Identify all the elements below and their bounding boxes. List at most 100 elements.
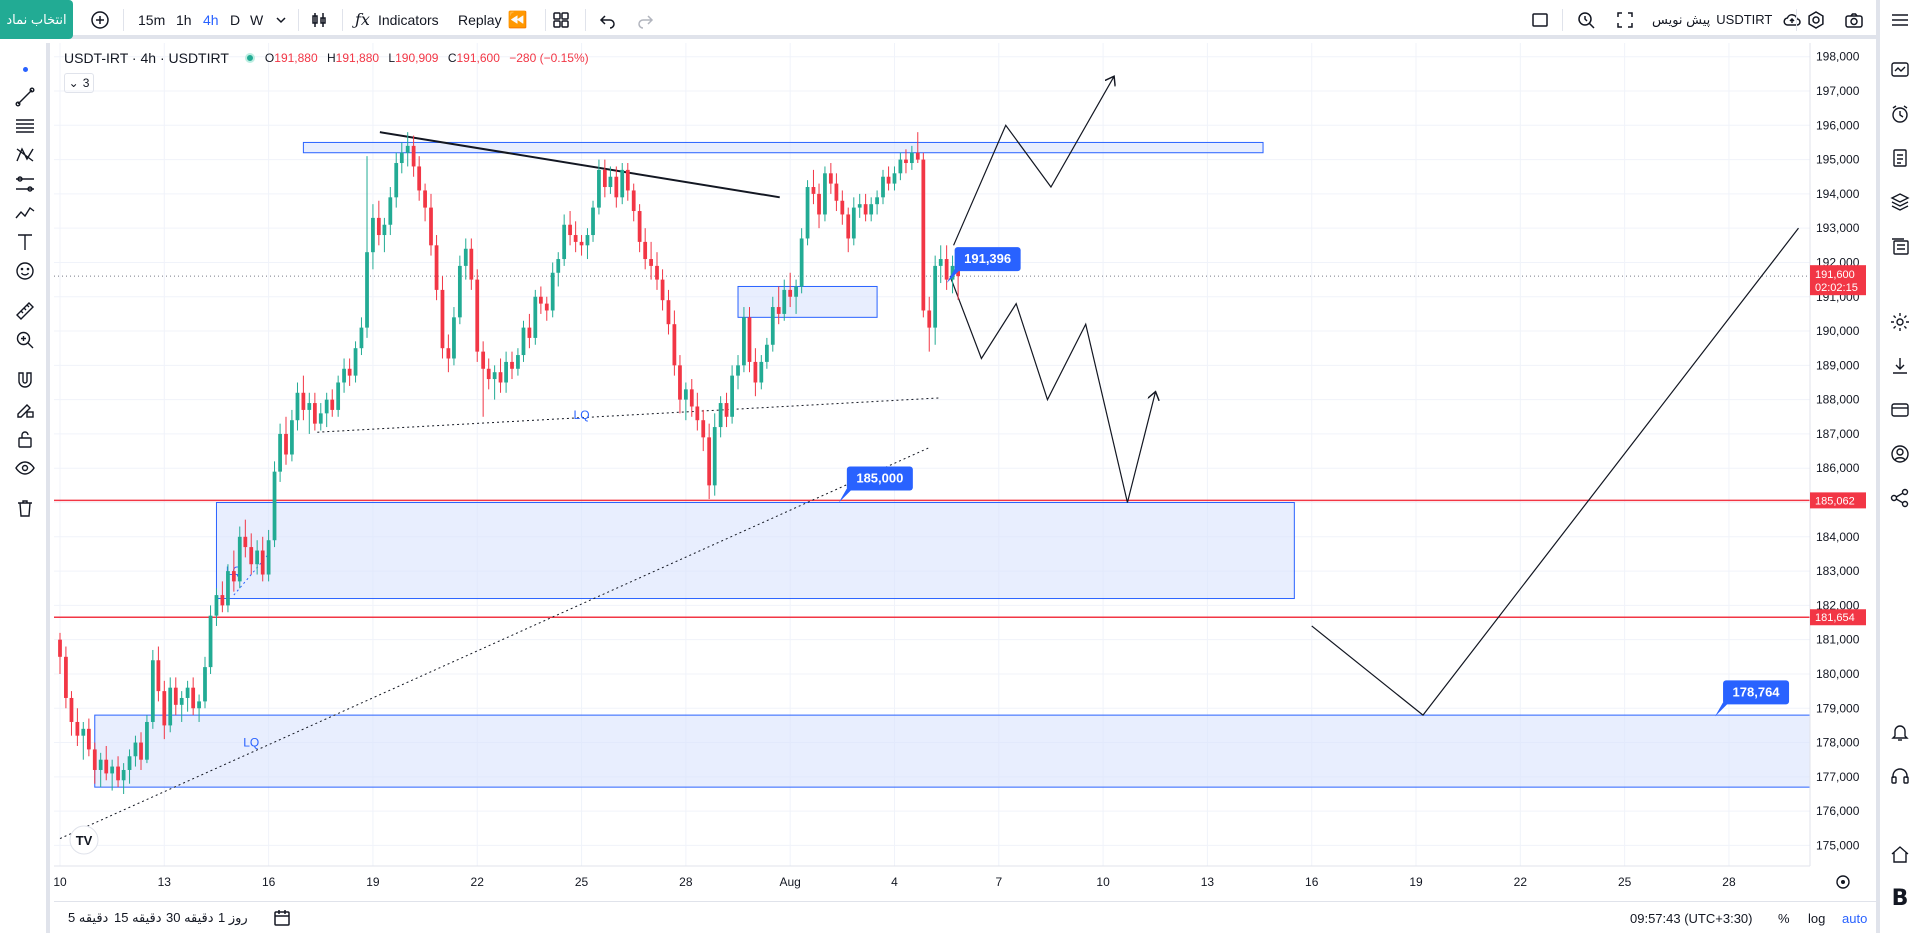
symbol-search-button[interactable]: انتخاب نماد: [0, 0, 73, 39]
candle: [678, 355, 682, 414]
drawing-mode-tool[interactable]: [13, 397, 37, 421]
candle-body: [359, 327, 364, 349]
candle-body: [851, 207, 856, 239]
publish-label: پیش نویس: [1652, 11, 1711, 27]
support-button[interactable]: [1888, 764, 1912, 788]
hide-drawings-tool[interactable]: [13, 456, 37, 480]
range-30m[interactable]: 30 دقیقه: [166, 910, 214, 925]
candle: [127, 749, 132, 784]
candle: [191, 677, 196, 716]
alerts-button[interactable]: [1888, 102, 1912, 126]
timeframe-15m[interactable]: 15m: [138, 11, 166, 28]
download-icon: [1893, 358, 1907, 374]
tradingview-logo[interactable]: TV: [69, 825, 99, 855]
candle: [405, 132, 410, 167]
calendar-button[interactable]: [1888, 234, 1912, 258]
projection-far-path: [1311, 227, 1799, 716]
replay-button[interactable]: Replay ⏪: [458, 0, 528, 39]
indicators-button[interactable]: ƒx Indicators: [355, 0, 439, 39]
candle-body: [886, 176, 891, 184]
wallet-button[interactable]: [1888, 398, 1912, 422]
download-button[interactable]: [1888, 354, 1912, 378]
range-15m[interactable]: 15 دقیقه: [114, 910, 162, 925]
gear-icon: [1891, 313, 1909, 331]
indicators-collapse-button[interactable]: ⌄ 3: [64, 73, 94, 93]
range-1d[interactable]: 1 روز: [218, 910, 248, 925]
candle-body: [226, 571, 230, 606]
timeframe-1h[interactable]: 1h: [176, 11, 192, 28]
measure-tool[interactable]: [13, 299, 37, 323]
candle-body: [649, 259, 653, 266]
candle-body: [417, 166, 422, 191]
publish-button[interactable]: پیش نویس USDTIRT: [1652, 0, 1802, 39]
redo-icon: [638, 14, 654, 29]
menu-button[interactable]: [1888, 8, 1912, 32]
candle-body: [562, 224, 567, 260]
snapshot-button[interactable]: [1844, 0, 1864, 39]
emoji-tool[interactable]: [13, 259, 37, 283]
clock[interactable]: 09:57:43 (UTC+3:30): [1630, 910, 1753, 926]
time-axis[interactable]: 10 13 16 19 22 25 28 Aug 4 7 10 13 16 19 22 25 28: [53, 865, 1850, 901]
date-range-button[interactable]: [272, 902, 292, 933]
candle: [214, 588, 219, 626]
price-tick-label: 195,000: [1816, 153, 1860, 167]
candle-body: [312, 403, 317, 424]
text-tool[interactable]: [13, 230, 37, 254]
add-symbol-button[interactable]: [90, 0, 110, 39]
fullscreen-toggle-button[interactable]: [1530, 0, 1550, 39]
headset-icon: [1891, 768, 1909, 784]
home-button[interactable]: [1888, 842, 1912, 866]
timeframe-dropdown[interactable]: [274, 0, 288, 39]
trend-line-tool[interactable]: [13, 85, 37, 109]
timeframe-4h[interactable]: 4h: [203, 11, 219, 28]
pattern-tool[interactable]: [13, 143, 37, 167]
layout-button[interactable]: [551, 0, 571, 39]
magnet-tool[interactable]: [13, 368, 37, 392]
price-axis[interactable]: 175,000 176,000 177,000 178,000 179,000 180,0…: [1809, 43, 1876, 866]
market-status-dot[interactable]: [244, 53, 255, 63]
percent-toggle[interactable]: %: [1778, 910, 1790, 926]
candle-body: [492, 372, 497, 380]
candle-body: [521, 327, 526, 356]
timeframe-w[interactable]: W: [250, 11, 264, 28]
legend-symbol[interactable]: USDT-IRT · 4h · USDTIRT: [64, 50, 229, 66]
brush-tool[interactable]: [13, 201, 37, 225]
bottom-toolbar: 5 دقیقه 15 دقیقه 30 دقیقه 1 روز 09:57:43…: [54, 901, 1876, 933]
time-tick-label: 16: [262, 875, 276, 889]
watchlist-button[interactable]: [1888, 58, 1912, 82]
price-tick-label: 176,000: [1816, 804, 1860, 818]
auto-toggle[interactable]: auto: [1842, 910, 1868, 926]
candle-body: [683, 389, 688, 400]
prediction-tool[interactable]: [13, 172, 37, 196]
layers-button[interactable]: [1888, 190, 1912, 214]
undo-button[interactable]: [598, 0, 618, 39]
log-toggle[interactable]: log: [1808, 910, 1826, 926]
settings-button[interactable]: [1806, 0, 1826, 39]
profile-button[interactable]: [1888, 442, 1912, 466]
object-tree-button[interactable]: [1888, 310, 1912, 334]
redo-button[interactable]: [635, 0, 655, 39]
share-button[interactable]: [1888, 486, 1912, 510]
candle-body: [104, 759, 109, 774]
expand-button[interactable]: [1615, 0, 1635, 39]
candle-body: [382, 224, 387, 236]
notes-button[interactable]: [1888, 146, 1912, 170]
cursor-tool[interactable]: [13, 57, 37, 81]
chart-type-button[interactable]: [309, 0, 329, 39]
notifications-button[interactable]: [1888, 720, 1912, 744]
quick-search-button[interactable]: [1576, 0, 1596, 39]
candle-body: [516, 355, 520, 369]
range-5m[interactable]: 5 دقیقه: [68, 910, 109, 925]
candle: [98, 752, 103, 788]
lock-drawings-tool[interactable]: [13, 427, 37, 451]
broker-logo-button[interactable]: B: [1888, 886, 1912, 911]
candle: [579, 235, 584, 256]
remove-drawings-tool[interactable]: [13, 496, 37, 520]
candle: [371, 204, 375, 270]
timeframe-d[interactable]: D: [230, 11, 241, 28]
fib-tool[interactable]: [13, 114, 37, 138]
candle: [318, 403, 323, 431]
zoom-tool[interactable]: [13, 328, 37, 352]
candle-body: [64, 656, 68, 698]
